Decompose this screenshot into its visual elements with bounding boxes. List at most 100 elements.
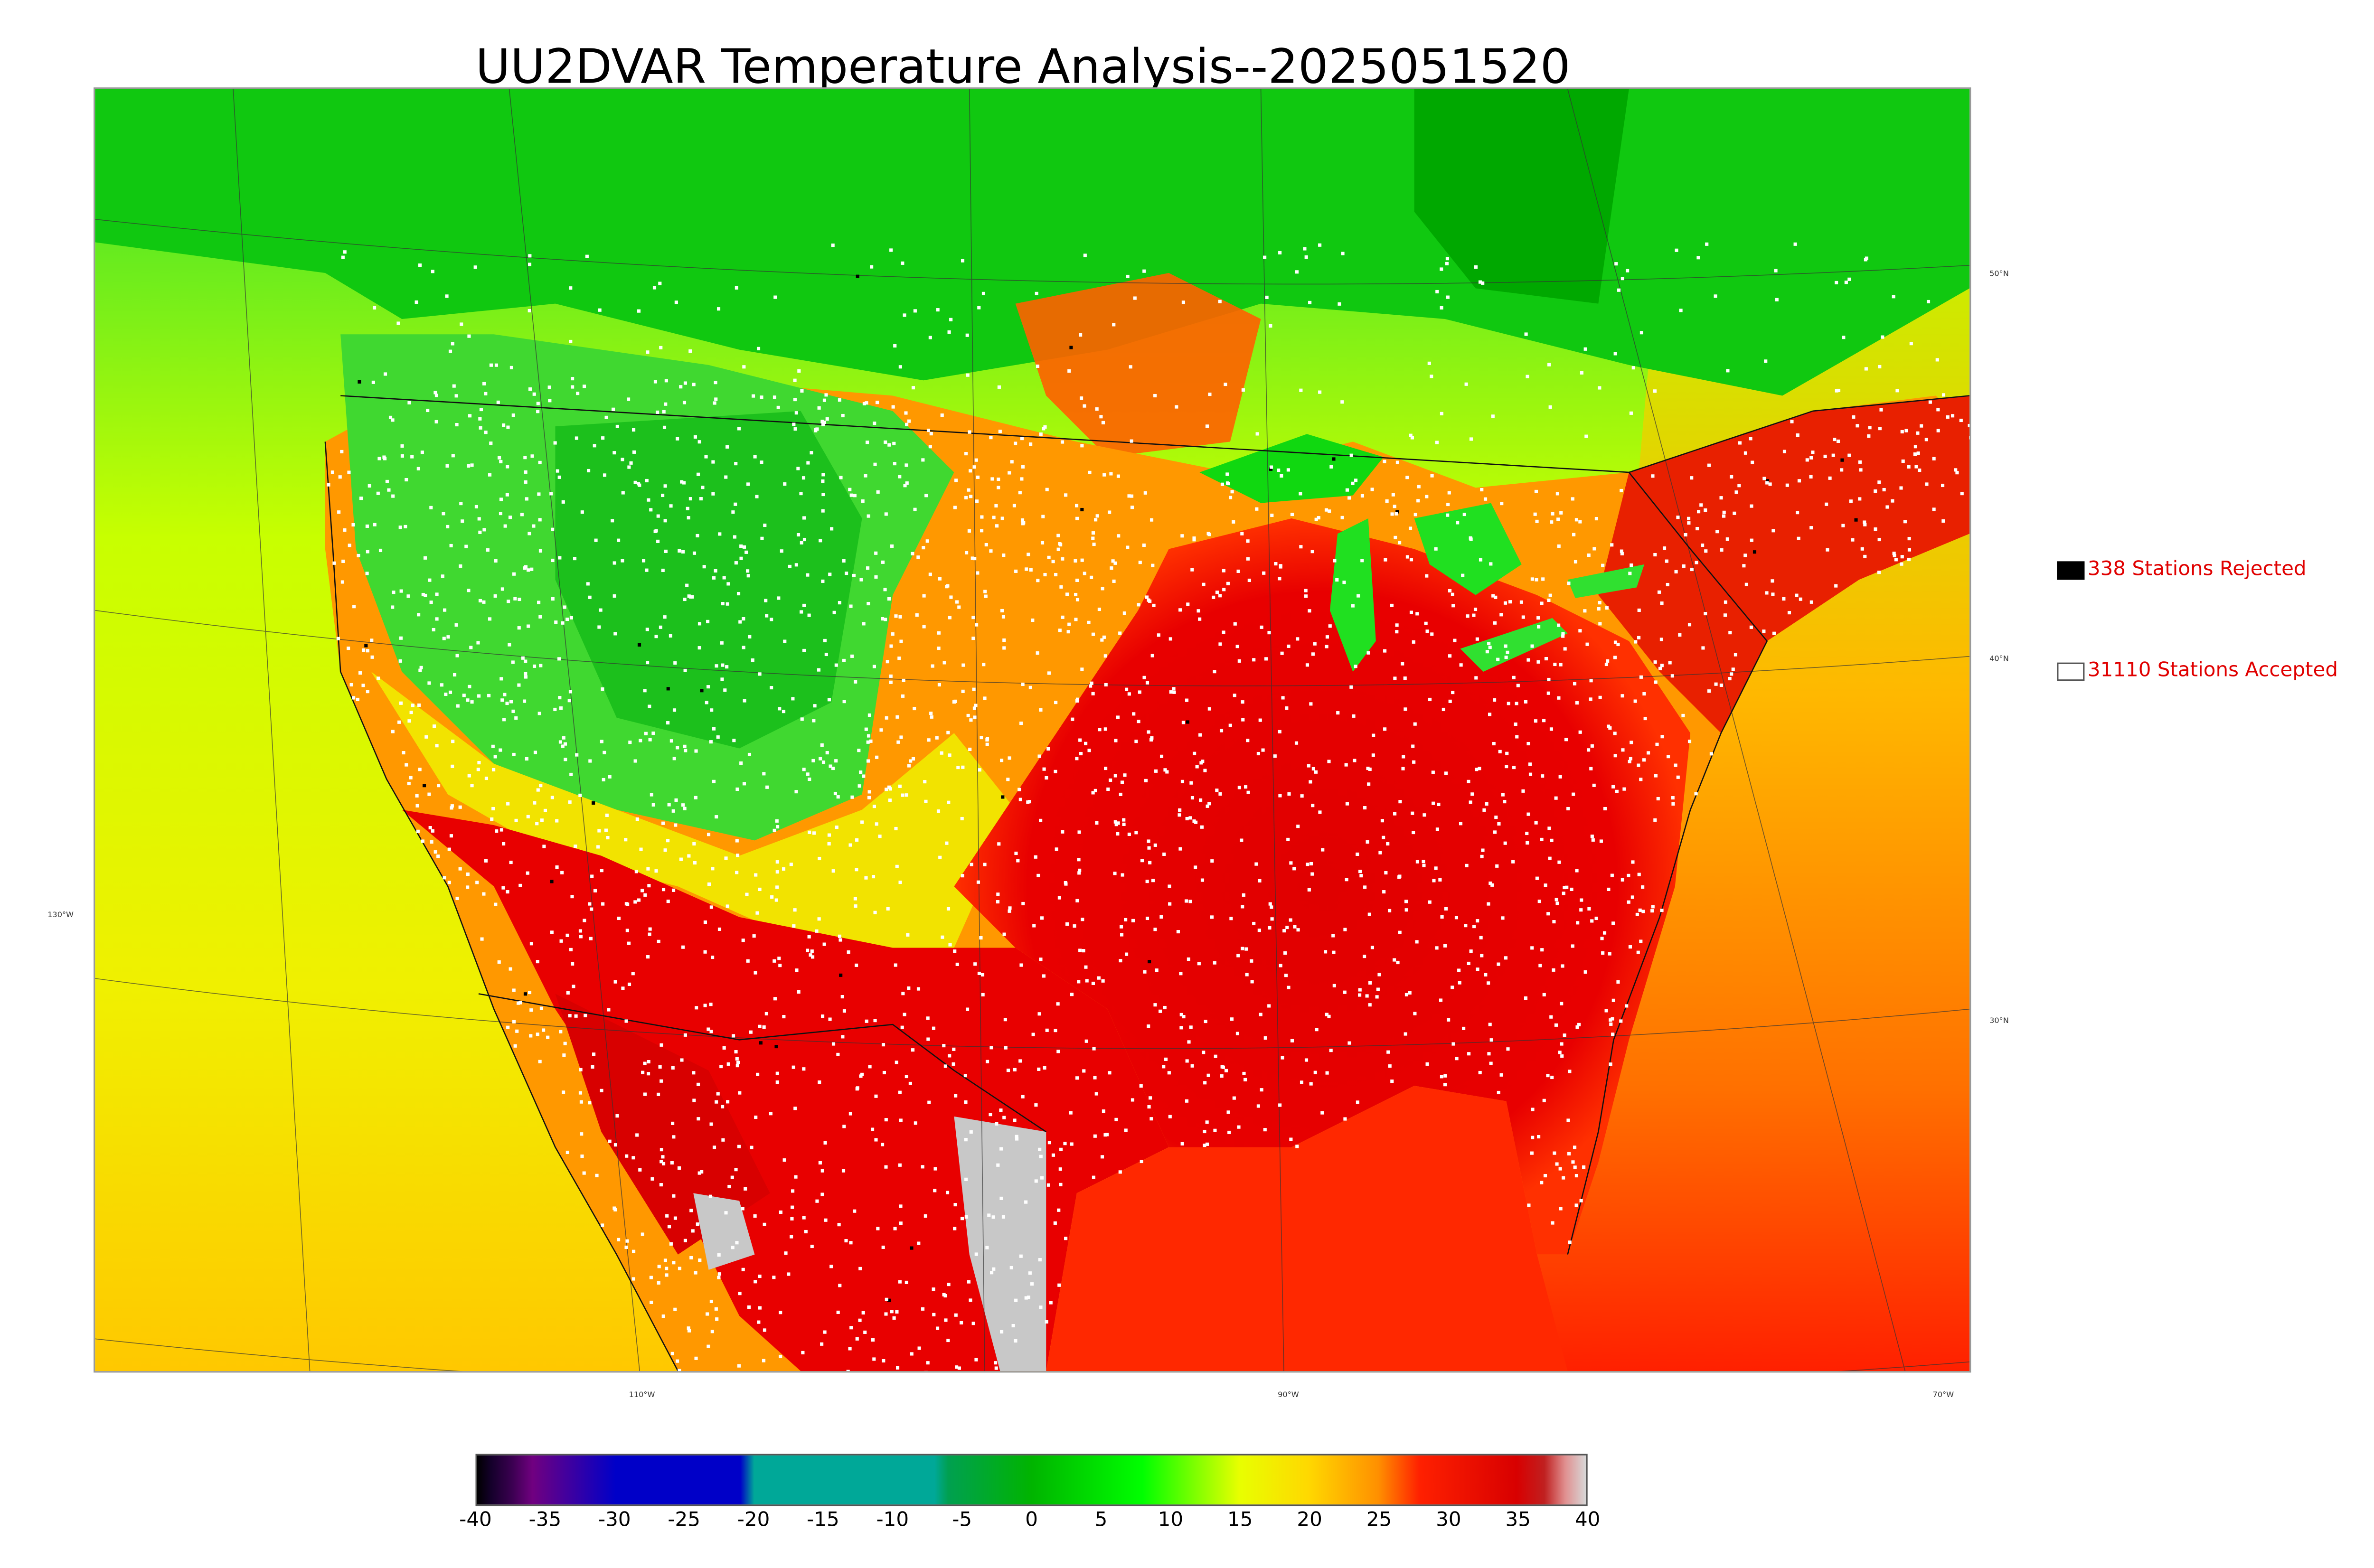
- station-accepted-marker: [1097, 607, 1101, 611]
- station-accepted-marker: [1126, 274, 1130, 279]
- station-accepted-marker: [1189, 1025, 1193, 1029]
- station-accepted-marker: [1809, 456, 1813, 460]
- station-accepted-marker: [744, 1187, 747, 1191]
- station-accepted-marker: [1504, 644, 1507, 648]
- station-accepted-marker: [1065, 592, 1069, 596]
- station-accepted-marker: [667, 1225, 671, 1229]
- station-accepted-marker: [528, 309, 531, 313]
- station-accepted-marker: [710, 1330, 714, 1333]
- station-accepted-marker: [583, 919, 586, 922]
- station-accepted-marker: [1728, 676, 1732, 681]
- station-accepted-marker: [790, 1217, 794, 1221]
- station-accepted-marker: [758, 1274, 762, 1278]
- station-accepted-marker: [1226, 582, 1230, 585]
- station-accepted-marker: [1633, 699, 1637, 703]
- station-accepted-marker: [1404, 908, 1408, 912]
- station-accepted-marker: [524, 565, 528, 569]
- station-accepted-marker: [898, 1280, 902, 1284]
- station-accepted-marker: [837, 1223, 841, 1227]
- station-accepted-marker: [985, 742, 989, 746]
- station-accepted-marker: [1127, 832, 1131, 836]
- station-accepted-marker: [752, 934, 756, 938]
- station-accepted-marker: [578, 793, 582, 797]
- station-accepted-marker: [1220, 482, 1225, 486]
- station-accepted-marker: [754, 873, 758, 877]
- station-accepted-marker: [1100, 1155, 1104, 1159]
- station-accepted-marker: [859, 1074, 863, 1078]
- station-accepted-marker: [709, 740, 713, 744]
- station-accepted-marker: [1547, 598, 1551, 602]
- station-accepted-marker: [1186, 602, 1190, 606]
- station-accepted-marker: [1200, 825, 1204, 829]
- station-accepted-marker: [1026, 800, 1030, 804]
- station-accepted-marker: [1643, 716, 1647, 721]
- station-accepted-marker: [980, 973, 985, 976]
- station-accepted-marker: [1070, 993, 1074, 996]
- station-accepted-marker: [347, 647, 350, 650]
- station-accepted-marker: [1895, 389, 1899, 393]
- station-accepted-marker: [1878, 365, 1882, 368]
- station-accepted-marker: [1204, 1020, 1207, 1023]
- station-accepted-marker: [990, 1271, 994, 1275]
- station-accepted-marker: [548, 399, 552, 403]
- station-accepted-marker: [687, 1329, 691, 1333]
- station-accepted-marker: [1345, 488, 1349, 492]
- station-accepted-marker: [1113, 561, 1117, 565]
- station-accepted-marker: [1704, 612, 1707, 616]
- station-accepted-marker: [575, 436, 578, 440]
- station-accepted-marker: [494, 902, 498, 906]
- station-accepted-marker: [1443, 1074, 1447, 1078]
- station-accepted-marker: [1555, 901, 1559, 905]
- station-accepted-marker: [866, 566, 870, 570]
- station-accepted-marker: [370, 638, 374, 642]
- station-accepted-marker: [762, 772, 766, 776]
- station-accepted-marker: [815, 1199, 819, 1203]
- station-accepted-marker: [1530, 577, 1534, 581]
- station-accepted-marker: [1213, 961, 1216, 965]
- station-accepted-marker: [1132, 712, 1136, 716]
- station-accepted-marker: [1571, 944, 1574, 948]
- station-accepted-marker: [886, 660, 889, 664]
- station-accepted-marker: [866, 740, 870, 744]
- station-accepted-marker: [1324, 950, 1328, 954]
- station-accepted-marker: [456, 704, 460, 708]
- station-accepted-marker: [452, 673, 457, 677]
- station-accepted-marker: [1594, 517, 1598, 521]
- station-accepted-marker: [808, 830, 811, 834]
- station-accepted-marker: [1134, 740, 1138, 743]
- station-accepted-marker: [1833, 438, 1837, 441]
- station-accepted-marker: [754, 1280, 757, 1284]
- station-accepted-marker: [1168, 902, 1172, 906]
- station-accepted-marker: [917, 1241, 921, 1245]
- station-rejected-marker: [910, 1246, 914, 1250]
- station-accepted-marker: [683, 597, 687, 601]
- station-accepted-marker: [1197, 962, 1201, 966]
- station-accepted-marker: [691, 1229, 695, 1233]
- station-accepted-marker: [1771, 592, 1775, 596]
- station-accepted-marker: [772, 395, 777, 399]
- station-accepted-marker: [758, 887, 762, 891]
- station-accepted-marker: [1592, 783, 1596, 787]
- station-accepted-marker: [1222, 588, 1226, 592]
- station-accepted-marker: [359, 497, 363, 500]
- station-accepted-marker: [661, 821, 665, 825]
- station-accepted-marker: [651, 731, 655, 735]
- station-accepted-marker: [1205, 424, 1209, 428]
- station-accepted-marker: [800, 610, 803, 614]
- station-accepted-marker: [1481, 281, 1485, 285]
- station-accepted-marker: [555, 819, 559, 823]
- station-accepted-marker: [525, 497, 528, 501]
- station-accepted-marker: [1448, 699, 1452, 703]
- station-accepted-marker: [494, 559, 498, 563]
- station-accepted-marker: [1054, 770, 1057, 773]
- station-accepted-marker: [1466, 614, 1470, 618]
- colorbar-tick-label: -15: [807, 1509, 839, 1532]
- station-accepted-marker: [709, 1299, 713, 1304]
- station-accepted-marker: [746, 574, 750, 578]
- station-accepted-marker: [1060, 440, 1065, 444]
- station-accepted-marker: [606, 836, 610, 840]
- station-accepted-marker: [773, 295, 777, 299]
- station-accepted-marker: [1131, 919, 1135, 922]
- station-accepted-marker: [649, 508, 653, 512]
- station-accepted-marker: [1119, 792, 1122, 797]
